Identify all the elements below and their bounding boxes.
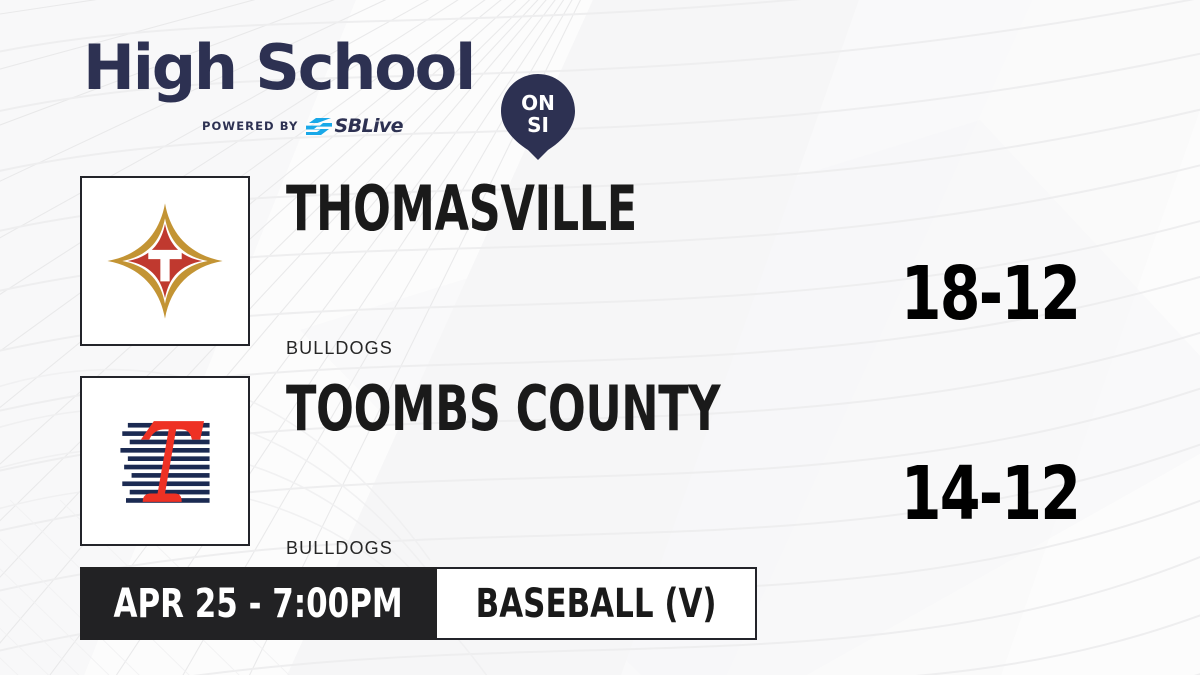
game-sport-label: BASEBALL (V) (475, 580, 717, 627)
on-si-pin-line1: ON (521, 91, 555, 115)
powered-by-row: POWERED BY SBLive (202, 115, 404, 137)
on-si-pin-icon: ON SI (501, 74, 575, 160)
team-logo-box-toombs-county (80, 376, 250, 546)
team-name-toombs-county: TOOMBS COUNTY (286, 372, 721, 445)
brand-header: High School ON SI POWERED BY SBLive (80, 31, 575, 160)
sblive-wordmark: SBLive (334, 115, 403, 137)
team-record-thomasville: 18-12 (900, 251, 1081, 337)
team-mascot-thomasville: BULLDOGS (286, 338, 393, 358)
on-si-pin-line2: SI (527, 113, 549, 137)
thomasville-star-t-logo-icon (107, 203, 223, 319)
high-school-wordmark: High School (83, 31, 476, 104)
game-datetime-panel: APR 25 - 7:00PM (80, 567, 437, 640)
toombs-county-speed-t-logo-icon (120, 421, 210, 503)
team-logo-box-thomasville (80, 176, 250, 346)
sblive-s-icon (306, 117, 333, 135)
game-sport-panel: BASEBALL (V) (437, 567, 757, 640)
team-name-thomasville: THOMASVILLE (286, 172, 637, 245)
game-datetime-label: APR 25 - 7:00PM (113, 580, 404, 627)
team-record-toombs-county: 14-12 (900, 451, 1081, 537)
game-info-banner: APR 25 - 7:00PM BASEBALL (V) (80, 567, 757, 640)
sblive-logo: SBLive (306, 115, 404, 137)
powered-by-label: POWERED BY (202, 119, 299, 133)
team-mascot-toombs-county: BULLDOGS (286, 538, 393, 558)
